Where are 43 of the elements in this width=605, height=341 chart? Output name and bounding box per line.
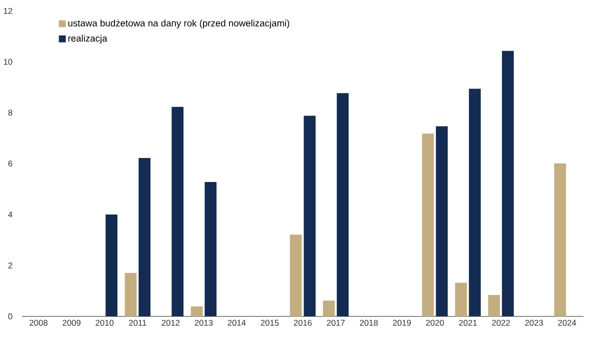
x-tick-label: 2015 — [260, 320, 279, 326]
bar — [336, 93, 349, 316]
bar — [106, 214, 118, 316]
bar — [124, 272, 137, 316]
y-tick-label: 2 — [8, 262, 12, 268]
x-tick-label: 2018 — [360, 320, 378, 326]
x-tick-label: 2012 — [162, 320, 180, 326]
y-tick-label: 12 — [4, 8, 12, 14]
bar — [322, 300, 335, 316]
y-tick-label: 6 — [8, 160, 12, 167]
bar — [304, 116, 316, 316]
bar — [502, 50, 514, 316]
y-tick-label: 10 — [4, 58, 12, 65]
bar — [172, 106, 184, 316]
y-tick-label: 8 — [8, 110, 12, 116]
legend-label: realizacja — [68, 34, 108, 44]
legend-label: ustawa budżetowa na dany rok (przed nowelizacjami) — [68, 20, 290, 28]
bar — [204, 182, 217, 316]
bar — [190, 306, 203, 316]
x-tick-label: 2011 — [129, 320, 146, 326]
x-tick-label: 2013 — [194, 320, 213, 326]
x-tick-label: 2021 — [459, 320, 477, 326]
x-tick-label: 2024 — [558, 320, 576, 326]
x-tick-label: 2008 — [30, 320, 48, 326]
bar — [422, 134, 434, 316]
x-tick-label: 2009 — [62, 320, 80, 326]
x-tick-label: 2010 — [96, 320, 114, 326]
y-tick-label: 4 — [8, 212, 12, 218]
bar — [455, 282, 467, 316]
bar — [290, 234, 302, 316]
x-tick-label: 2019 — [392, 320, 411, 326]
bar — [436, 126, 448, 316]
x-tick-label: 2016 — [294, 320, 312, 326]
x-tick-label: 2017 — [326, 320, 345, 326]
bar — [554, 163, 566, 316]
x-tick-label: 2023 — [525, 320, 543, 326]
bar — [488, 294, 500, 316]
x-tick-label: 2014 — [228, 320, 246, 326]
x-tick-label: 2022 — [492, 320, 510, 326]
bar — [468, 88, 481, 316]
bar — [138, 158, 150, 316]
y-tick-label: 0 — [8, 313, 12, 320]
x-tick-label: 2020 — [426, 320, 444, 326]
